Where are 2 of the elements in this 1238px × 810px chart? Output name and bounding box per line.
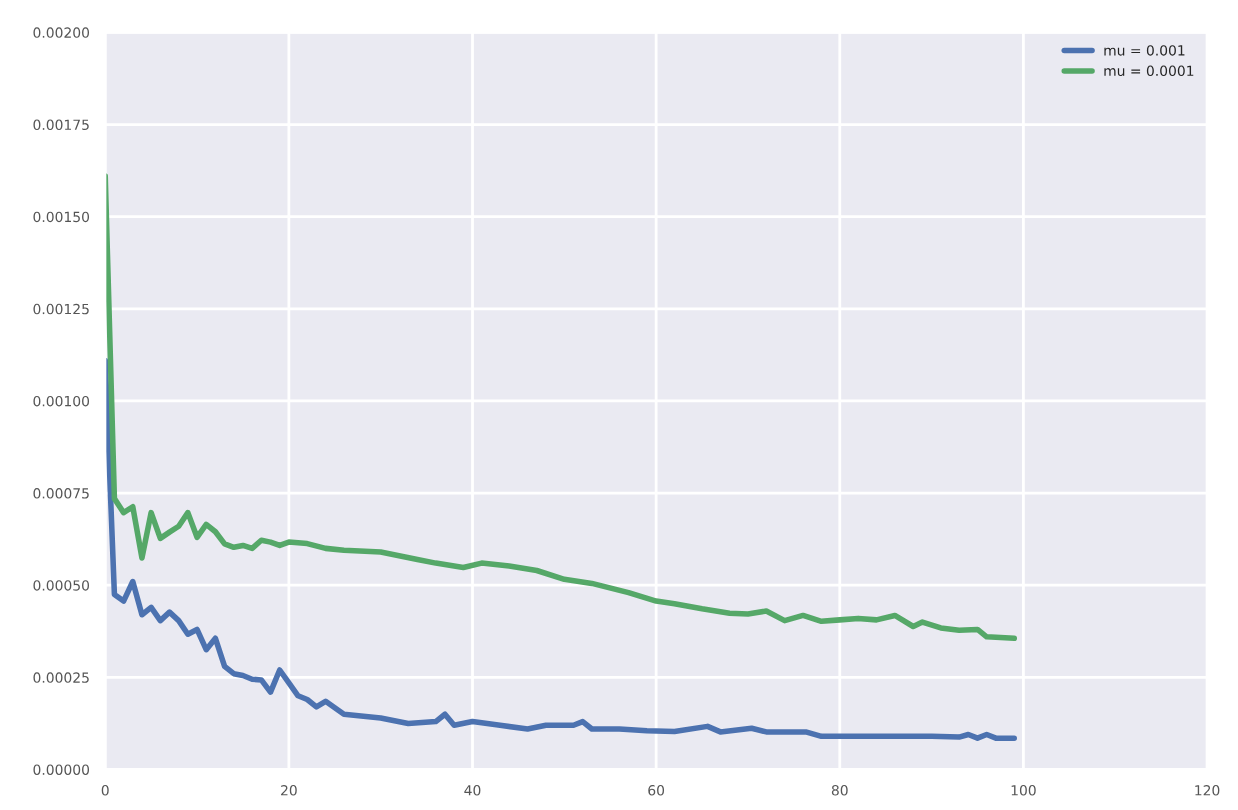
line-series	[105, 173, 1018, 642]
line-series	[105, 357, 1018, 741]
